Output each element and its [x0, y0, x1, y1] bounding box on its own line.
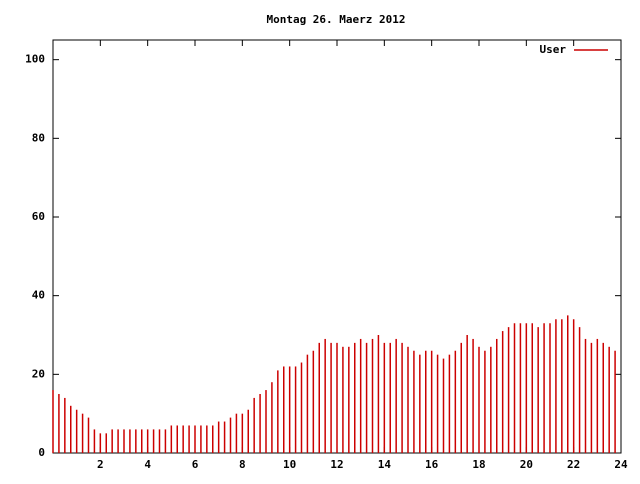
y-tick-label: 100	[25, 53, 45, 66]
x-tick-label: 14	[378, 458, 392, 471]
y-tick-label: 0	[38, 446, 45, 459]
x-tick-label: 10	[283, 458, 296, 471]
y-tick-label: 80	[32, 131, 45, 144]
x-tick-label: 16	[425, 458, 439, 471]
x-tick-label: 22	[567, 458, 580, 471]
y-tick-label: 40	[32, 289, 45, 302]
legend-label: User	[540, 43, 567, 56]
x-tick-label: 18	[472, 458, 485, 471]
chart-title: Montag 26. Maerz 2012	[266, 13, 405, 26]
x-tick-label: 8	[239, 458, 246, 471]
x-tick-label: 12	[330, 458, 343, 471]
x-tick-label: 20	[520, 458, 533, 471]
y-tick-label: 20	[32, 367, 45, 380]
x-tick-label: 2	[97, 458, 104, 471]
x-tick-label: 24	[614, 458, 628, 471]
x-tick-label: 6	[192, 458, 199, 471]
x-tick-label: 4	[144, 458, 151, 471]
y-tick-label: 60	[32, 210, 45, 223]
